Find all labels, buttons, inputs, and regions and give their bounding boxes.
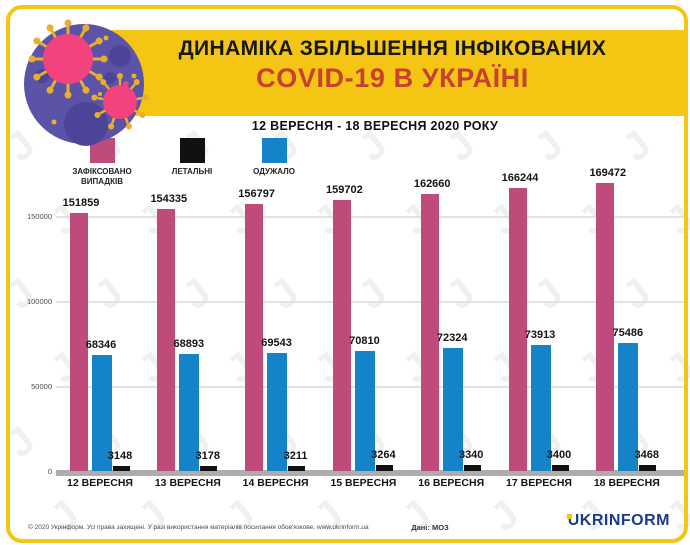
date-label: 17 ВЕРЕСНЯ <box>506 477 572 489</box>
legend-label: ЛЕТАЛЬНІ <box>171 167 213 176</box>
bar <box>267 352 288 471</box>
date-label: 18 ВЕРЕСНЯ <box>593 477 660 489</box>
bar <box>332 199 351 471</box>
date-label: 16 ВЕРЕСНЯ <box>418 477 485 489</box>
bar-value-label: 3211 <box>283 449 308 462</box>
bar <box>530 345 551 471</box>
bar-value-label: 73913 <box>524 329 556 342</box>
bar-value-label: 69543 <box>261 336 292 349</box>
bar-value-label: 3178 <box>195 449 221 462</box>
bar <box>112 465 130 471</box>
bar-value-label: 3468 <box>634 449 660 462</box>
bar <box>420 194 439 471</box>
bar <box>463 465 481 471</box>
bar <box>375 465 393 471</box>
bar-value-label: 68346 <box>85 338 117 351</box>
bar <box>508 188 527 471</box>
bar-value-label: 70810 <box>349 334 380 347</box>
legend-label: ЗАФІКСОВАНО ВИПАДКІВ <box>72 167 132 186</box>
bar <box>200 465 218 471</box>
page-title: ДИНАМІКА ЗБІЛЬШЕННЯ ІНФІКОВАНИХ <box>178 37 607 60</box>
chart-legend: ЗАФІКСОВАНО ВИПАДКІВ ЛЕТАЛЬНІ ОДУЖАЛО <box>56 138 312 186</box>
y-axis-label: 0 <box>47 467 52 476</box>
bar-value-label: 154335 <box>150 192 188 205</box>
y-axis-label: 100000 <box>26 297 52 306</box>
bar <box>442 348 463 471</box>
bar-value-label: 72324 <box>436 332 468 345</box>
legend-label: ОДУЖАЛО <box>253 167 295 176</box>
bar-value-label: 3148 <box>107 449 133 462</box>
page-subtitle-covid: COVID-19 В УКРАЇНІ <box>256 63 529 93</box>
bar <box>618 342 639 471</box>
bar <box>551 465 569 471</box>
date-label: 14 ВЕРЕСНЯ <box>242 477 309 489</box>
y-axis-label: 150000 <box>26 212 52 221</box>
header-band <box>100 30 684 116</box>
header-titles: ДИНАМІКА ЗБІЛЬШЕННЯ ІНФІКОВАНИХ COVID-19… <box>105 37 680 94</box>
bar-value-label: 75486 <box>612 326 644 339</box>
bar-value-label: 166244 <box>501 172 539 185</box>
grid-line <box>56 216 684 218</box>
bar <box>354 350 375 471</box>
bar-value-label: 169472 <box>589 166 627 179</box>
coronavirus-icon <box>24 19 151 146</box>
bar <box>179 353 200 471</box>
legend-item: ЛЕТАЛЬНІ <box>162 138 222 186</box>
legend-swatch <box>261 138 287 163</box>
bar <box>288 465 306 471</box>
bar-value-label: 3400 <box>546 449 572 462</box>
date-label: 15 ВЕРЕСНЯ <box>330 477 397 489</box>
date-label: 13 ВЕРЕСНЯ <box>154 477 221 489</box>
y-axis-label: 50000 <box>31 382 52 391</box>
bar <box>69 212 88 471</box>
bar <box>596 182 615 471</box>
x-axis-line <box>56 470 684 476</box>
bar <box>245 204 264 471</box>
date-range-label: 12 ВЕРЕСНЯ - 18 ВЕРЕСНЯ 2020 РОКУ <box>251 119 499 133</box>
date-label: 12 ВЕРЕСНЯ <box>67 477 133 489</box>
bar-value-label: 156797 <box>238 188 275 201</box>
bar-value-label: 151859 <box>62 196 100 209</box>
bar <box>639 465 657 471</box>
bar-value-label: 3264 <box>371 449 396 462</box>
bar <box>91 354 112 471</box>
bar-value-label: 68893 <box>173 337 205 350</box>
grid-line <box>56 301 684 303</box>
legend-item: ОДУЖАЛО <box>236 138 312 186</box>
bar-value-label: 3340 <box>458 449 484 462</box>
bar <box>157 208 176 471</box>
bar-value-label: 162660 <box>413 178 451 191</box>
bar-value-label: 159702 <box>326 183 363 196</box>
legend-swatch <box>179 138 205 163</box>
